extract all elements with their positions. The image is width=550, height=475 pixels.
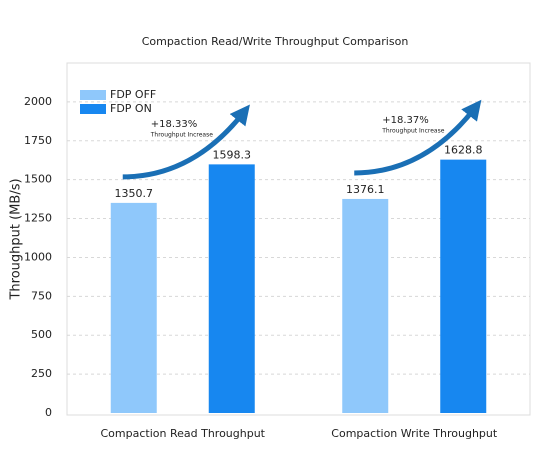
x-tick-label: Compaction Write Throughput xyxy=(331,427,498,440)
y-tick-label: 1500 xyxy=(24,173,52,186)
y-tick-label: 1250 xyxy=(24,212,52,225)
y-tick-label: 500 xyxy=(31,328,52,341)
bar xyxy=(110,202,157,413)
annotation: +18.37% xyxy=(382,115,429,126)
y-tick-label: 1750 xyxy=(24,134,52,147)
legend-label: FDP OFF xyxy=(110,88,156,101)
y-tick-label: 250 xyxy=(31,367,52,380)
bar xyxy=(440,159,487,413)
x-tick-label: Compaction Read Throughput xyxy=(101,427,266,440)
bar xyxy=(208,164,255,413)
increase-arrow xyxy=(354,99,482,176)
annotation-subtext: Throughput Increase xyxy=(381,127,444,134)
annotation-subtext: Throughput Increase xyxy=(150,131,213,138)
legend-swatch xyxy=(80,104,106,114)
y-tick-label: 750 xyxy=(31,289,52,302)
plot-frame xyxy=(66,62,531,416)
y-tick-label: 2000 xyxy=(24,95,52,108)
data-label: 1598.3 xyxy=(213,148,252,161)
y-tick-label: 1000 xyxy=(24,250,52,263)
chart-title: Compaction Read/Write Throughput Compari… xyxy=(142,35,409,48)
y-axis-label: Throughput (MB/s) xyxy=(9,178,24,300)
increase-arrow xyxy=(122,104,250,180)
data-label: 1350.7 xyxy=(115,187,154,200)
y-tick-label: 0 xyxy=(45,406,52,419)
data-label: 1376.1 xyxy=(346,183,385,196)
bar xyxy=(342,198,389,413)
legend-label: FDP ON xyxy=(110,102,152,115)
legend-swatch xyxy=(80,90,106,100)
data-label: 1628.8 xyxy=(444,144,483,157)
annotation: +18.33% xyxy=(151,119,198,130)
